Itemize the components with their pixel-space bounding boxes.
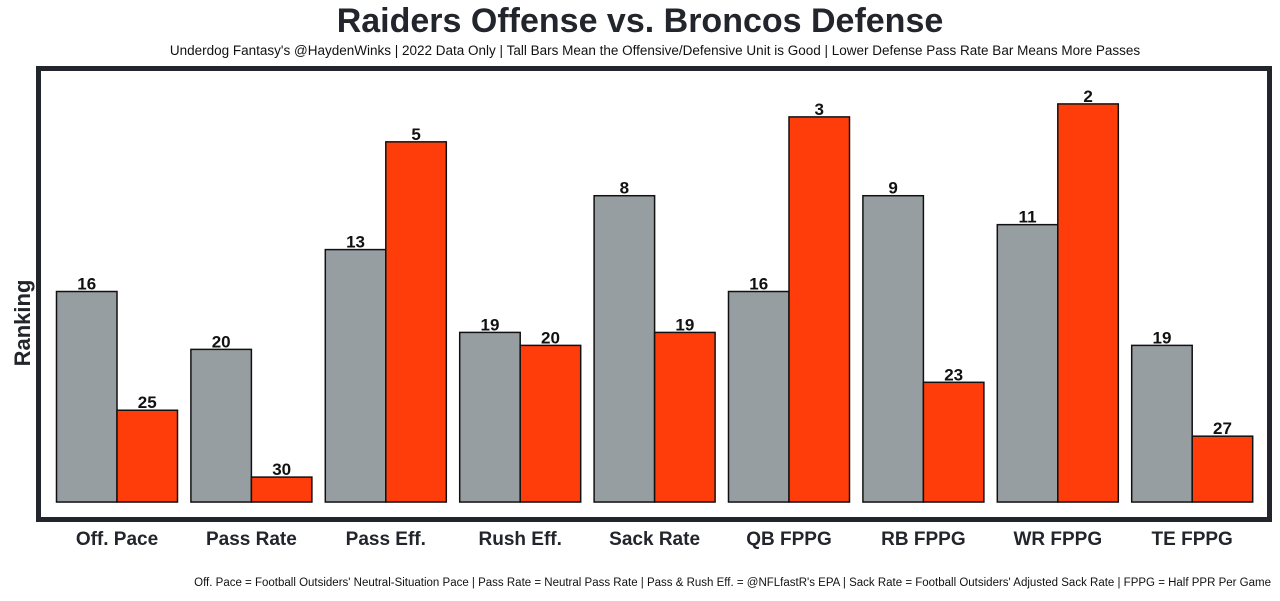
data-label: 19 bbox=[675, 315, 694, 334]
data-label: 9 bbox=[888, 179, 897, 198]
data-label: 23 bbox=[944, 365, 963, 384]
data-label: 19 bbox=[1152, 328, 1171, 347]
x-tick-label: Rush Eff. bbox=[479, 529, 562, 550]
x-tick-label: WR FPPG bbox=[1013, 529, 1102, 550]
chart-subtitle: Underdog Fantasy's @HaydenWinks | 2022 D… bbox=[169, 43, 1141, 58]
data-label: 3 bbox=[815, 100, 824, 119]
offense-bar bbox=[727, 290, 790, 503]
chart-footnote: Off. Pace = Football Outsiders' Neutral-… bbox=[194, 577, 1271, 589]
data-label: 20 bbox=[212, 332, 231, 351]
defense-bar bbox=[653, 331, 716, 503]
plot-frame bbox=[36, 66, 1272, 522]
defense-bar bbox=[1191, 435, 1254, 503]
data-label: 8 bbox=[620, 179, 629, 198]
x-tick-label: TE FPPG bbox=[1152, 529, 1233, 550]
data-label: 16 bbox=[749, 275, 768, 294]
data-label: 16 bbox=[77, 275, 96, 294]
x-tick-label: Pass Eff. bbox=[346, 529, 426, 550]
x-tick-label: Sack Rate bbox=[609, 529, 700, 550]
offense-bar bbox=[324, 248, 387, 503]
data-label: 20 bbox=[541, 328, 560, 347]
data-label: 19 bbox=[480, 315, 499, 334]
x-tick-label: Off. Pace bbox=[76, 529, 158, 550]
offense-bar bbox=[996, 223, 1059, 503]
offense-bar bbox=[1130, 344, 1193, 503]
data-label: 5 bbox=[411, 125, 420, 144]
x-tick-label: RB FPPG bbox=[881, 529, 965, 550]
defense-bar bbox=[922, 381, 985, 503]
data-label: 30 bbox=[272, 460, 291, 479]
data-label: 13 bbox=[346, 233, 365, 252]
offense-bar bbox=[862, 194, 925, 503]
data-label: 27 bbox=[1213, 419, 1232, 438]
offense-bar bbox=[190, 348, 253, 503]
defense-bar bbox=[116, 409, 179, 503]
defense-bar bbox=[250, 476, 313, 503]
offense-bar bbox=[55, 290, 118, 503]
data-label: 2 bbox=[1083, 87, 1092, 106]
offense-bar bbox=[458, 331, 521, 503]
x-tick-label: QB FPPG bbox=[746, 529, 832, 550]
offense-bar bbox=[593, 194, 656, 503]
x-tick-label: Pass Rate bbox=[206, 529, 297, 550]
defense-bar bbox=[788, 116, 851, 503]
data-label: 25 bbox=[138, 393, 157, 412]
defense-bar bbox=[385, 141, 448, 503]
chart-title: Raiders Offense vs. Broncos Defense bbox=[336, 2, 944, 40]
data-label: 11 bbox=[1019, 208, 1037, 227]
defense-bar bbox=[519, 344, 582, 503]
defense-bar bbox=[1057, 103, 1120, 503]
